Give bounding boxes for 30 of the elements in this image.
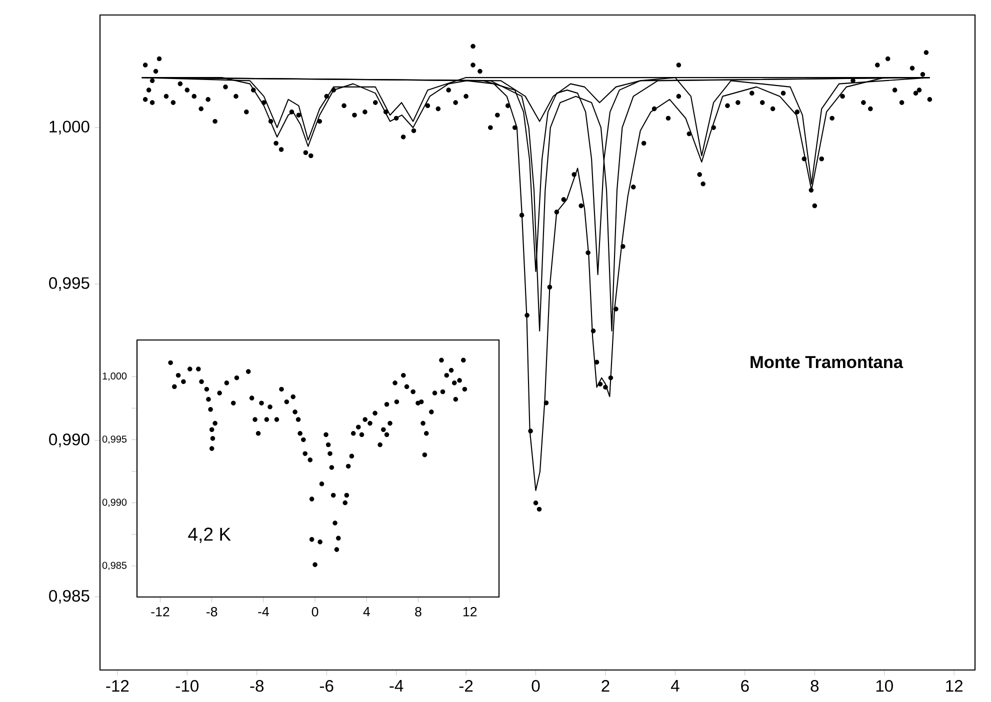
x-tick-label: 2 — [602, 680, 610, 692]
x-tick-label: 10 — [876, 680, 893, 692]
x-tick-label: 4 — [363, 607, 370, 616]
y-tick-label: 0,985 — [49, 590, 90, 604]
y-tick-label: 1,000 — [50, 120, 90, 134]
x-tick-label: 8 — [810, 680, 819, 692]
annotation: 4,2 K — [188, 528, 231, 543]
x-tick-label: -4 — [258, 607, 269, 616]
x-tick-label: 6 — [741, 680, 749, 692]
x-tick-label: 0 — [532, 680, 540, 692]
x-tick-label: -8 — [206, 607, 218, 616]
x-tick-label: -8 — [250, 680, 264, 692]
x-tick-label: 12 — [946, 680, 962, 692]
x-tick-label: -10 — [176, 680, 198, 692]
y-tick-label: 1,000 — [102, 372, 127, 381]
x-tick-label: -6 — [320, 680, 334, 692]
y-tick-label: 0,985 — [102, 562, 127, 570]
x-tick-label: -12 — [106, 680, 129, 692]
y-tick-label: 0,995 — [102, 436, 127, 444]
y-tick-label: 0,995 — [49, 277, 90, 291]
x-tick-label: -2 — [459, 680, 473, 692]
y-tick-label: 0,990 — [102, 498, 127, 507]
x-tick-label: 0 — [312, 607, 318, 616]
x-tick-label: -4 — [390, 680, 404, 692]
y-tick-label: 0,990 — [49, 434, 90, 448]
x-tick-label: 12 — [463, 607, 477, 616]
x-tick-label: -12 — [151, 607, 170, 616]
x-tick-label: 4 — [670, 680, 680, 692]
x-tick-label: 8 — [415, 607, 422, 616]
annotation: Monte Tramontana — [750, 356, 904, 368]
